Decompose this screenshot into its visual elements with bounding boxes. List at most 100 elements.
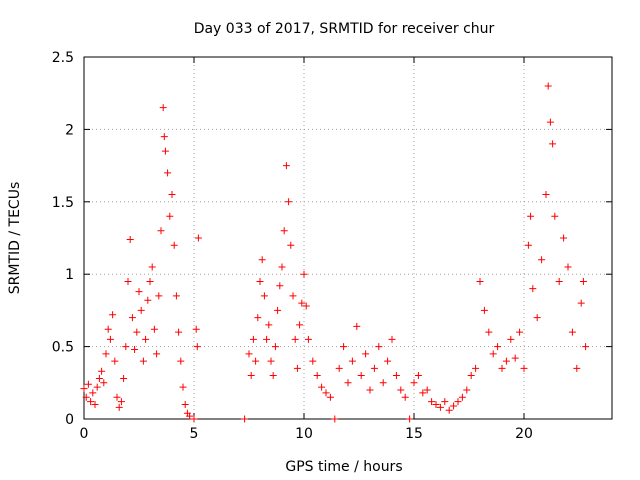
data-point (192, 325, 200, 333)
data-point (144, 296, 152, 304)
data-point (560, 234, 568, 242)
data-point (241, 415, 249, 423)
y-tick-label: 0 (65, 412, 74, 428)
data-point (106, 335, 114, 343)
data-point (538, 256, 546, 264)
data-point (366, 386, 374, 394)
data-point (186, 412, 194, 420)
data-point (582, 343, 590, 351)
y-tick-labels: 0 0.5 1 1.5 2 2.5 (52, 50, 74, 428)
data-point (135, 288, 143, 296)
data-point (109, 311, 117, 319)
data-point (276, 282, 284, 290)
data-point (164, 169, 172, 177)
data-point (507, 335, 515, 343)
data-point (309, 357, 317, 365)
data-point (258, 256, 266, 264)
data-point (529, 285, 537, 293)
data-point (131, 345, 139, 353)
data-point (564, 263, 572, 271)
data-point (280, 227, 288, 235)
data-point (401, 393, 409, 401)
data-point (256, 277, 264, 285)
data-point (291, 335, 299, 343)
data-point (313, 372, 321, 380)
data-point (410, 379, 418, 387)
data-point (133, 328, 141, 336)
data-point (82, 393, 90, 401)
data-point (441, 398, 449, 406)
data-points (80, 82, 590, 423)
data-point (120, 374, 128, 382)
data-point (247, 372, 255, 380)
x-tick-label: 5 (190, 426, 199, 442)
data-point (348, 357, 356, 365)
data-point (436, 403, 444, 411)
data-point (274, 306, 282, 314)
data-point (524, 241, 532, 249)
data-point (175, 328, 183, 336)
data-point (293, 364, 301, 372)
data-point (177, 357, 185, 365)
data-point (142, 335, 150, 343)
data-point (573, 364, 581, 372)
data-point (546, 118, 554, 126)
data-point (579, 277, 587, 285)
data-point (179, 383, 187, 391)
data-point (95, 374, 103, 382)
data-point (527, 212, 535, 220)
data-point (568, 328, 576, 336)
data-point (494, 343, 502, 351)
data-point (458, 393, 466, 401)
data-point (91, 401, 99, 409)
data-point (155, 292, 163, 300)
data-point (304, 335, 312, 343)
data-point (128, 314, 136, 322)
plot-frame (83, 56, 613, 420)
data-point (282, 162, 290, 170)
data-point (375, 343, 383, 351)
data-point (502, 357, 510, 365)
data-point (122, 343, 130, 351)
data-point (287, 241, 295, 249)
data-point (168, 191, 176, 199)
x-tick-labels: 0 5 10 15 20 (80, 426, 533, 442)
chart-title: Day 033 of 2017, SRMTID for receiver chu… (194, 21, 495, 37)
data-point (115, 403, 123, 411)
data-point (117, 398, 125, 406)
data-point (520, 364, 528, 372)
data-point (285, 198, 293, 206)
data-point (100, 379, 108, 387)
data-point (344, 379, 352, 387)
data-point (172, 292, 180, 300)
data-point (160, 133, 168, 141)
data-point (340, 343, 348, 351)
y-tick-label: 1 (65, 267, 74, 283)
data-point (245, 350, 253, 358)
data-point (170, 241, 178, 249)
data-point (432, 401, 440, 409)
data-point (137, 306, 145, 314)
data-point (577, 299, 585, 307)
y-tick-label: 2.5 (52, 50, 74, 66)
data-point (265, 321, 273, 329)
data-point (392, 372, 400, 380)
data-point (89, 389, 97, 397)
y-tick-label: 2 (65, 122, 74, 138)
data-point (489, 350, 497, 358)
data-point (463, 386, 471, 394)
data-point (194, 234, 202, 242)
y-axis-label: SRMTID / TECUs (7, 182, 23, 295)
data-point (322, 389, 330, 397)
data-point (278, 263, 286, 271)
data-point (379, 379, 387, 387)
data-point (93, 383, 101, 391)
data-point (252, 357, 260, 365)
data-point (126, 235, 134, 243)
data-point (362, 350, 370, 358)
data-point (498, 364, 506, 372)
data-point (450, 402, 458, 410)
data-point (139, 357, 147, 365)
